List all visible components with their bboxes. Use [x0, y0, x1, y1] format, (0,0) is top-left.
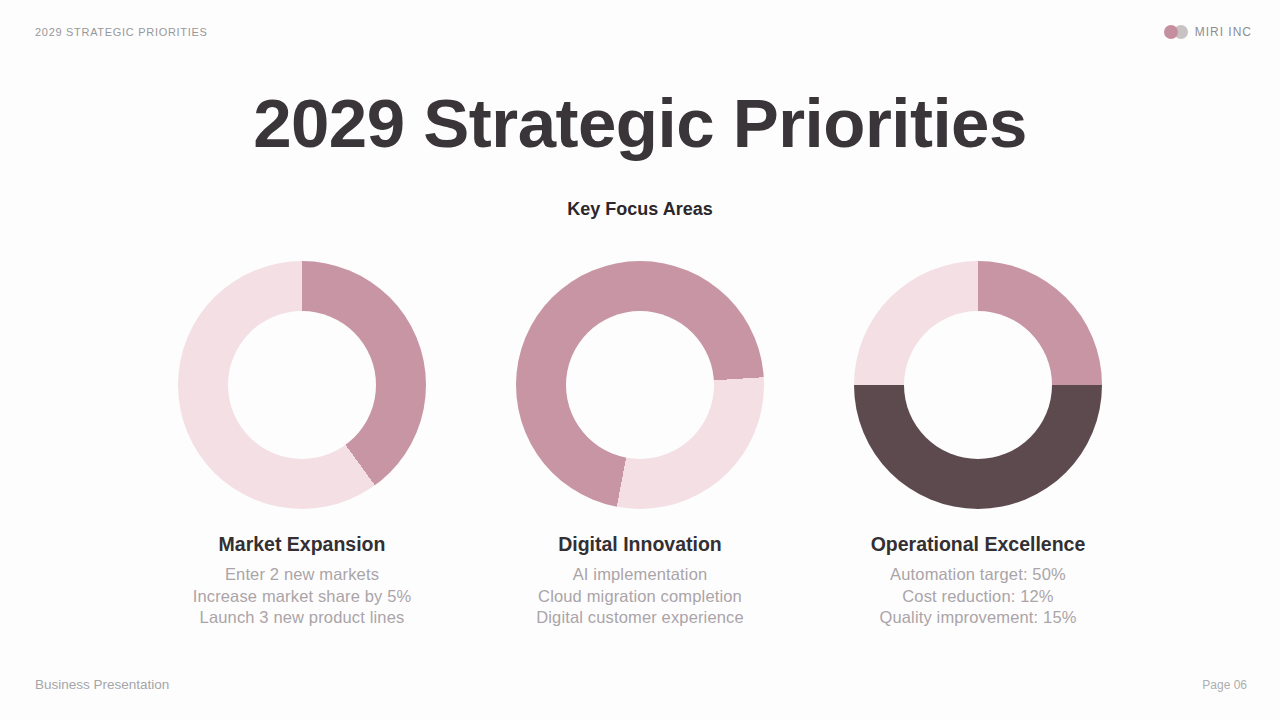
bullet-line: Increase market share by 5%	[193, 586, 412, 608]
logo-circles-icon	[1164, 25, 1188, 39]
brand-logo: MIRI INC	[1164, 25, 1252, 39]
bullet-line: Cloud migration completion	[536, 586, 744, 608]
subtitle: Key Focus Areas	[0, 199, 1280, 220]
focus-area-column: Market Expansion Enter 2 new marketsIncr…	[152, 261, 452, 629]
footer-page-number: Page 06	[1202, 678, 1247, 692]
focus-area-column: Digital Innovation AI implementationClou…	[490, 261, 790, 629]
header-kicker: 2029 STRATEGIC PRIORITIES	[35, 26, 208, 38]
presentation-slide: 2029 STRATEGIC PRIORITIES MIRI INC 2029 …	[0, 0, 1280, 720]
footer-document-title: Business Presentation	[35, 677, 169, 692]
focus-area-title: Digital Innovation	[558, 533, 722, 556]
focus-areas: Market Expansion Enter 2 new marketsIncr…	[0, 261, 1280, 629]
focus-area-title: Market Expansion	[219, 533, 386, 556]
focus-area-bullets: Enter 2 new marketsIncrease market share…	[193, 564, 412, 629]
bullet-line: Launch 3 new product lines	[193, 607, 412, 629]
bullet-line: Automation target: 50%	[879, 564, 1076, 586]
brand-name: MIRI INC	[1195, 25, 1252, 39]
focus-area-column: Operational Excellence Automation target…	[828, 261, 1128, 629]
page-title: 2029 Strategic Priorities	[0, 84, 1280, 163]
bullet-line: Enter 2 new markets	[193, 564, 412, 586]
bullet-line: AI implementation	[536, 564, 744, 586]
donut-chart	[516, 261, 764, 509]
bullet-line: Quality improvement: 15%	[879, 607, 1076, 629]
donut-chart	[854, 261, 1102, 509]
focus-area-bullets: Automation target: 50%Cost reduction: 12…	[879, 564, 1076, 629]
logo-circle-pink	[1164, 25, 1178, 39]
bullet-line: Cost reduction: 12%	[879, 586, 1076, 608]
focus-area-title: Operational Excellence	[871, 533, 1086, 556]
focus-area-bullets: AI implementationCloud migration complet…	[536, 564, 744, 629]
bullet-line: Digital customer experience	[536, 607, 744, 629]
donut-chart	[178, 261, 426, 509]
